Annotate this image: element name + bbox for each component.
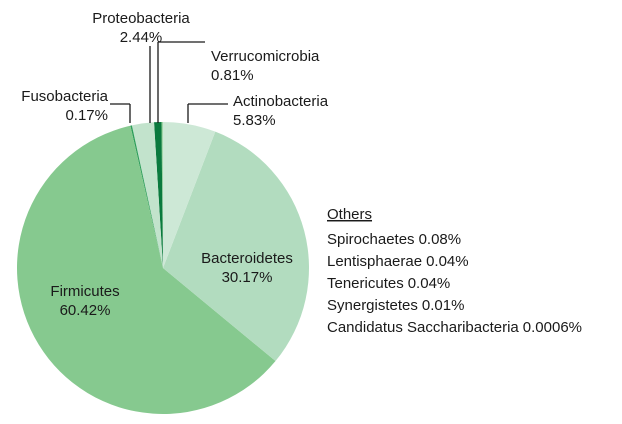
- pie-slice: [130, 125, 163, 268]
- value-label: 60.42%: [60, 302, 111, 319]
- pie-slice: [163, 131, 309, 362]
- pie-slice: [162, 122, 163, 269]
- others-item: Candidatus Saccharibacteria 0.0006%: [327, 319, 582, 336]
- pie-slice: [161, 122, 163, 268]
- pie-slice: [16, 125, 276, 415]
- others-item: Tenericutes 0.04%: [327, 275, 450, 292]
- others-value: 0.04%: [408, 275, 451, 292]
- value-label: 30.17%: [222, 269, 273, 286]
- others-title: Others: [327, 206, 372, 223]
- others-item: Lentisphaerae 0.04%: [327, 253, 469, 270]
- others-name: Candidatus Saccharibacteria: [327, 319, 519, 336]
- others-value: 0.08%: [419, 231, 462, 248]
- others-item: Synergistetes 0.01%: [327, 297, 464, 314]
- pie-slice: [154, 122, 163, 268]
- others-value: 0.01%: [422, 297, 465, 314]
- pie-slice: [131, 122, 163, 268]
- slice-label: Bacteroidetes: [201, 250, 293, 267]
- value-label: 2.44%: [120, 29, 163, 46]
- others-name: Synergistetes: [327, 297, 418, 314]
- slice-label: Verrucomicrobia: [211, 48, 320, 65]
- others-name: Lentisphaerae: [327, 253, 422, 270]
- others-value: 0.0006%: [523, 319, 582, 336]
- slice-label: Proteobacteria: [92, 10, 190, 27]
- value-label: 0.81%: [211, 67, 254, 84]
- others-name: Tenericutes: [327, 275, 404, 292]
- slice-label: Firmicutes: [50, 283, 119, 300]
- others-value: 0.04%: [426, 253, 469, 270]
- slice-label: Fusobacteria: [21, 88, 108, 105]
- value-label: 0.17%: [65, 107, 108, 124]
- slice-label: Actinobacteria: [233, 93, 329, 110]
- others-item: Spirochaetes 0.08%: [327, 231, 461, 248]
- value-label: 5.83%: [233, 112, 276, 129]
- others-name: Spirochaetes: [327, 231, 415, 248]
- pie-slice: [163, 122, 216, 268]
